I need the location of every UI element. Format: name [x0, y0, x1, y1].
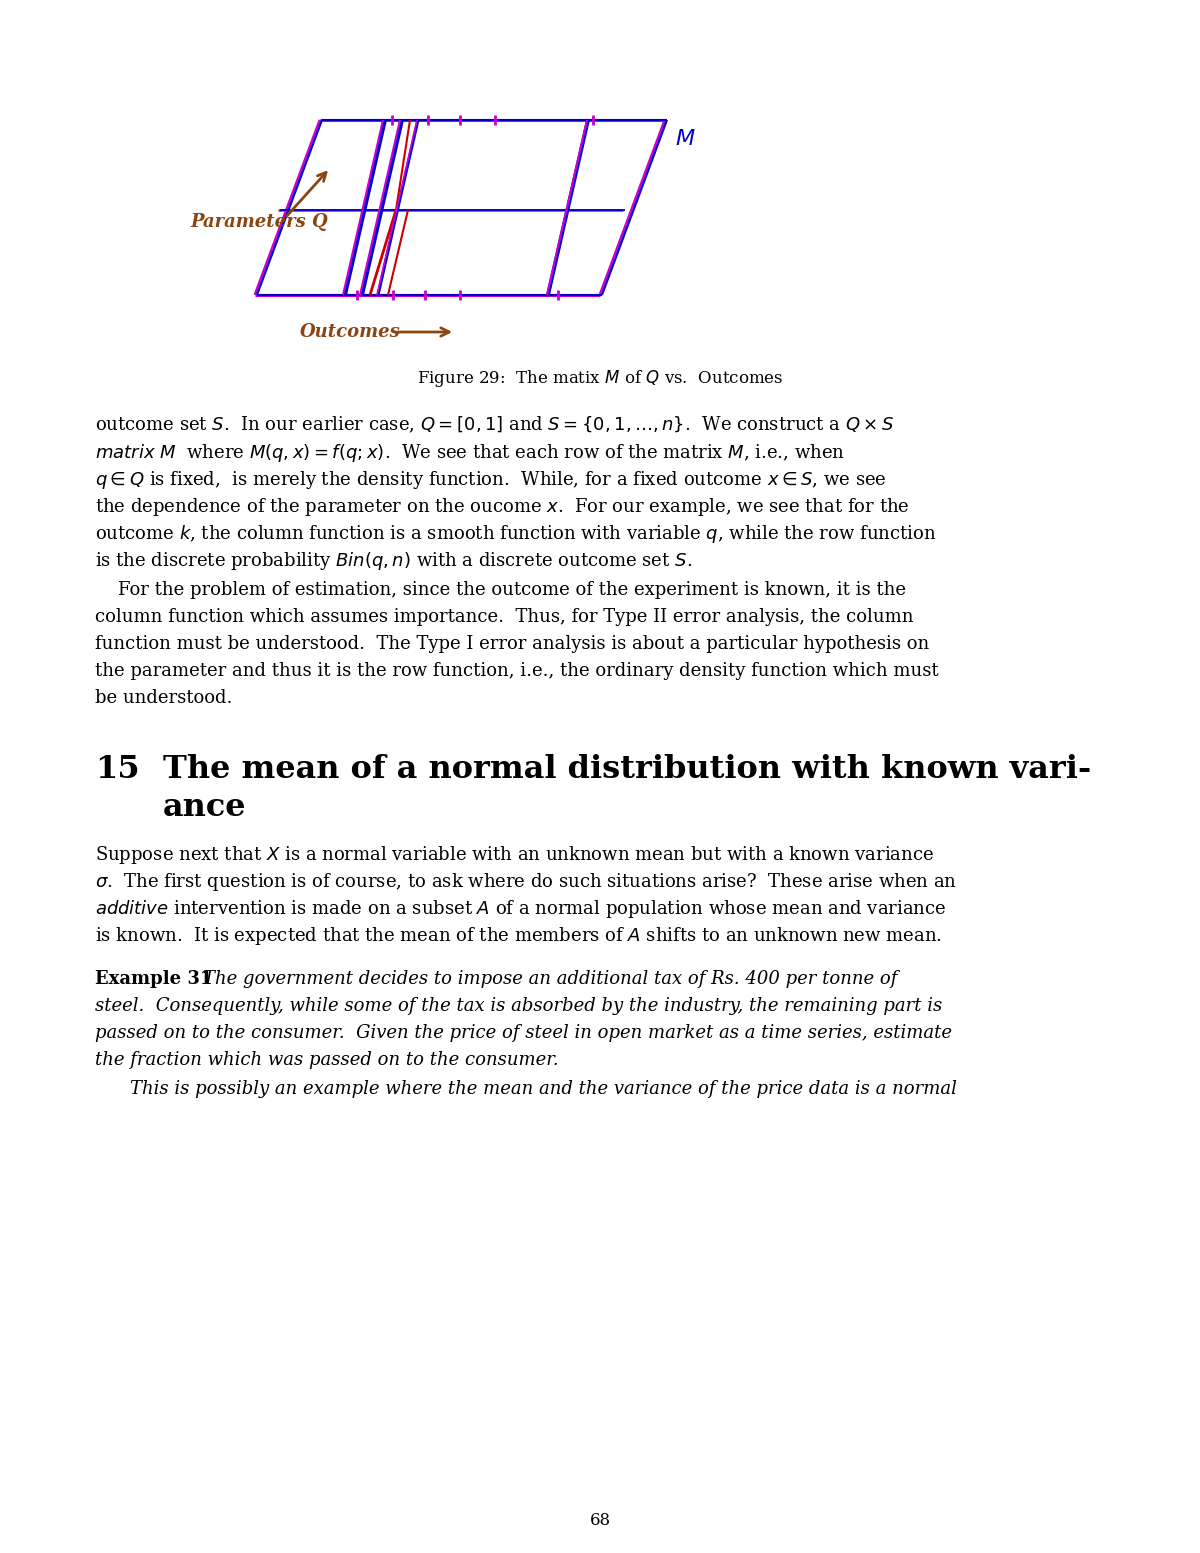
Text: For the problem of estimation, since the outcome of the experiment is known, it : For the problem of estimation, since the…	[95, 581, 906, 599]
Text: the fraction which was passed on to the consumer.: the fraction which was passed on to the …	[95, 1051, 559, 1068]
Text: passed on to the consumer.  Given the price of steel in open market as a time se: passed on to the consumer. Given the pri…	[95, 1023, 952, 1042]
Text: 68: 68	[589, 1513, 611, 1530]
Text: Outcomes: Outcomes	[300, 323, 401, 342]
Text: is known.  It is expected that the mean of the members of $A$ shifts to an unkno: is known. It is expected that the mean o…	[95, 926, 942, 947]
Text: $M$: $M$	[674, 127, 696, 151]
Text: Figure 29:  The matix $M$ of $Q$ vs.  Outcomes: Figure 29: The matix $M$ of $Q$ vs. Outc…	[416, 368, 784, 388]
Text: the parameter and thus it is the row function, i.e., the ordinary density functi: the parameter and thus it is the row fun…	[95, 662, 938, 680]
Text: steel.  Consequently, while some of the tax is absorbed by the industry, the rem: steel. Consequently, while some of the t…	[95, 997, 942, 1016]
Text: $additive$ intervention is made on a subset $A$ of a normal population whose mea: $additive$ intervention is made on a sub…	[95, 898, 947, 919]
Text: $\sigma$.  The first question is of course, to ask where do such situations aris: $\sigma$. The first question is of cours…	[95, 871, 958, 893]
Text: Suppose next that $X$ is a normal variable with an unknown mean but with a known: Suppose next that $X$ is a normal variab…	[95, 843, 934, 867]
Text: $matrix$ $M$  where $M(q,x) = f(q;x)$.  We see that each row of the matrix $M$, : $matrix$ $M$ where $M(q,x) = f(q;x)$. We…	[95, 443, 845, 464]
Text: $q \in Q$ is fixed,  is merely the density function.  While, for a fixed outcome: $q \in Q$ is fixed, is merely the densit…	[95, 469, 887, 491]
Text: outcome set $S$.  In our earlier case, $Q = [0,1]$ and $S = \{0,1,\ldots,n\}$.  : outcome set $S$. In our earlier case, $Q…	[95, 415, 894, 435]
Text: Parameters Q: Parameters Q	[190, 213, 328, 231]
Text: the dependence of the parameter on the oucome $x$.  For our example, we see that: the dependence of the parameter on the o…	[95, 495, 910, 519]
Text: 15: 15	[95, 755, 139, 784]
Text: outcome $k$, the column function is a smooth function with variable $q$, while t: outcome $k$, the column function is a sm…	[95, 523, 936, 545]
Text: is the discrete probability $Bin(q,n)$ with a discrete outcome set $S$.: is the discrete probability $Bin(q,n)$ w…	[95, 550, 692, 572]
Text: be understood.: be understood.	[95, 690, 233, 707]
Text: This is possibly an example where the mean and the variance of the price data is: This is possibly an example where the me…	[130, 1079, 956, 1098]
Text: The government decides to impose an additional tax of Rs. 400 per tonne of: The government decides to impose an addi…	[203, 971, 898, 988]
Text: function must be understood.  The Type I error analysis is about a particular hy: function must be understood. The Type I …	[95, 635, 929, 652]
Text: The mean of a normal distribution with known vari-: The mean of a normal distribution with k…	[163, 755, 1091, 784]
Text: column function which assumes importance.  Thus, for Type II error analysis, the: column function which assumes importance…	[95, 609, 913, 626]
Text: Example 31: Example 31	[95, 971, 212, 988]
Text: ance: ance	[163, 792, 246, 823]
